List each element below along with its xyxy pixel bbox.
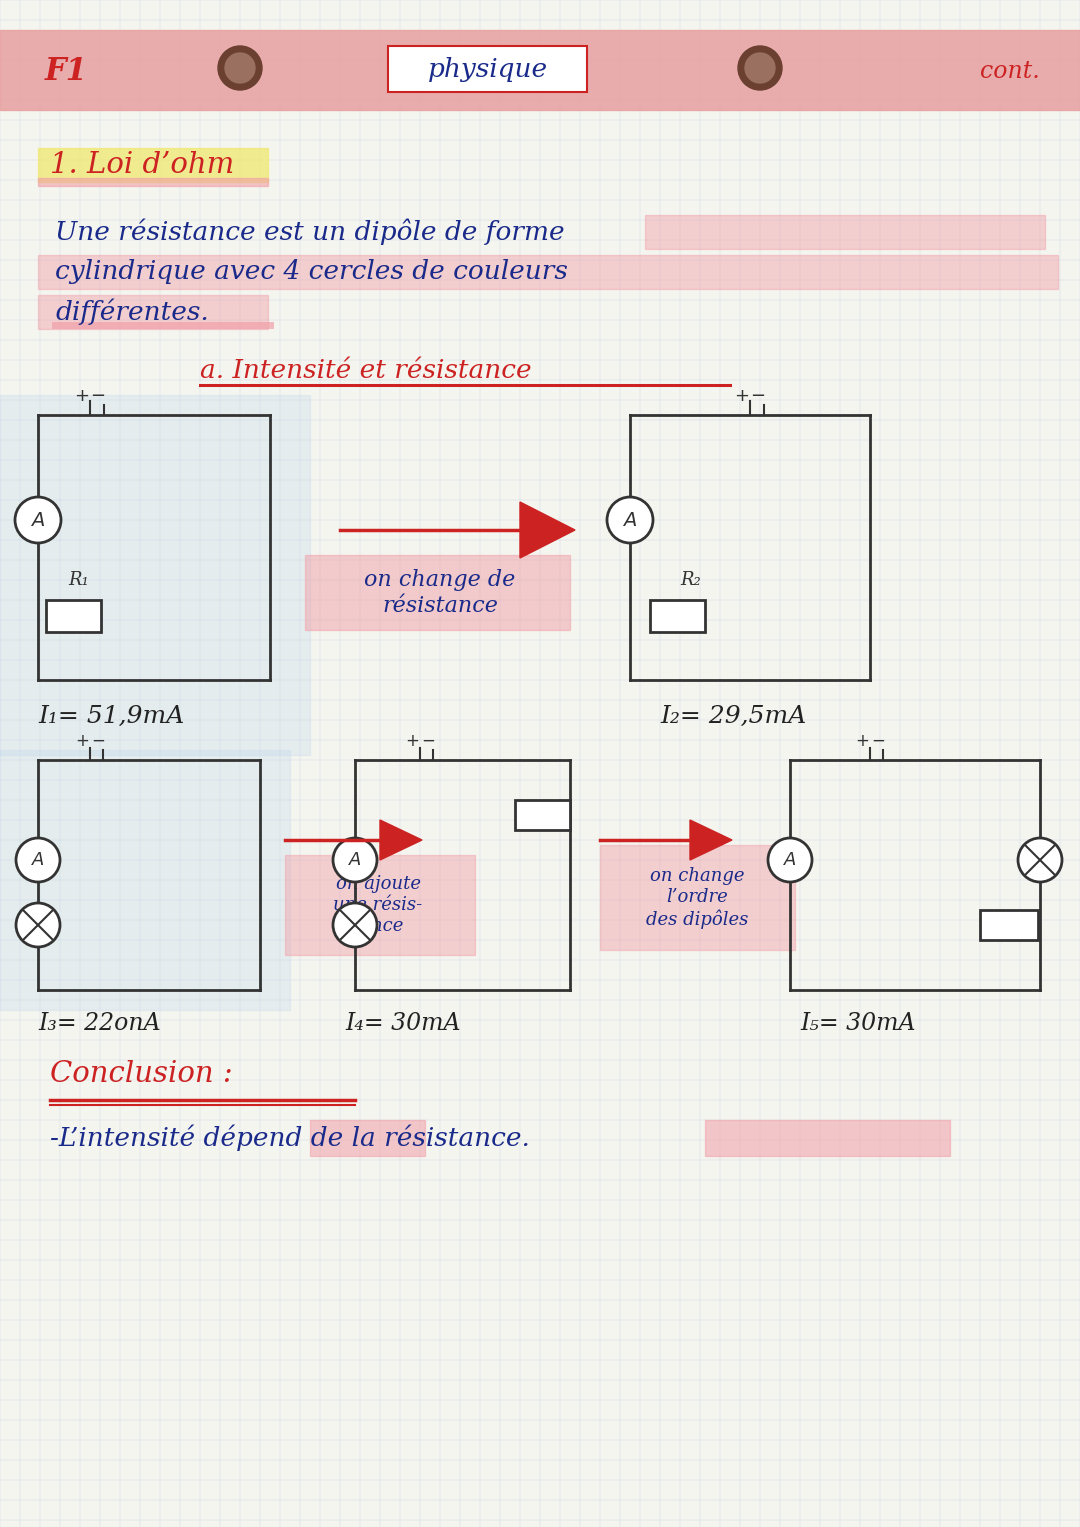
Bar	[515, 800, 570, 831]
Text: I₁= 51,9mA: I₁= 51,9mA	[38, 705, 185, 728]
Text: A: A	[31, 851, 44, 869]
Text: −: −	[872, 731, 885, 750]
Circle shape	[745, 53, 775, 82]
Text: F1: F1	[45, 56, 87, 87]
Circle shape	[225, 53, 255, 82]
Text: I₄= 30mA: I₄= 30mA	[345, 1012, 460, 1035]
Bar	[0, 395, 310, 754]
Text: A: A	[784, 851, 796, 869]
Circle shape	[16, 902, 60, 947]
Circle shape	[738, 46, 782, 90]
Circle shape	[333, 838, 377, 883]
Text: cont.: cont.	[981, 61, 1040, 84]
Text: A: A	[31, 510, 44, 530]
Text: +: +	[76, 731, 89, 750]
Circle shape	[15, 496, 60, 544]
Text: Une résistance est un dipôle de forme: Une résistance est un dipôle de forme	[55, 218, 565, 246]
Text: R₁: R₁	[68, 571, 89, 589]
Circle shape	[768, 838, 812, 883]
Text: physique: physique	[428, 56, 548, 81]
Bar	[600, 844, 795, 950]
Text: I₅= 30mA: I₅= 30mA	[800, 1012, 916, 1035]
Bar	[645, 215, 1045, 249]
Bar	[285, 855, 475, 954]
Circle shape	[1018, 838, 1062, 883]
Bar	[650, 600, 705, 632]
Circle shape	[16, 838, 60, 883]
Bar	[38, 179, 268, 186]
Text: −: −	[91, 386, 106, 405]
Text: cylindrique avec 4 cercles de couleurs: cylindrique avec 4 cercles de couleurs	[55, 260, 568, 284]
Polygon shape	[519, 502, 575, 557]
Text: −: −	[421, 731, 435, 750]
Text: +: +	[75, 386, 90, 405]
Bar	[38, 255, 1058, 289]
Text: −: −	[751, 386, 766, 405]
Text: +: +	[405, 731, 419, 750]
Bar	[705, 1119, 950, 1156]
Text: A: A	[623, 510, 637, 530]
Bar	[310, 1119, 426, 1156]
Text: A: A	[349, 851, 361, 869]
Bar	[38, 148, 268, 182]
FancyBboxPatch shape	[388, 46, 588, 92]
Circle shape	[218, 46, 262, 90]
Bar	[305, 554, 570, 631]
Text: a. Intensité et résistance: a. Intensité et résistance	[200, 357, 531, 382]
Text: +: +	[855, 731, 869, 750]
Circle shape	[333, 902, 377, 947]
Text: R₂: R₂	[680, 571, 701, 589]
Text: 1. Loi d’ohm: 1. Loi d’ohm	[50, 151, 234, 179]
Bar	[0, 31, 1080, 110]
Text: −: −	[91, 731, 105, 750]
Polygon shape	[380, 820, 422, 860]
Text: +: +	[734, 386, 750, 405]
Text: Conclusion :: Conclusion :	[50, 1060, 233, 1089]
Bar	[46, 600, 102, 632]
Circle shape	[607, 496, 653, 544]
Bar	[38, 295, 268, 328]
Text: on change de
résistance: on change de résistance	[364, 570, 515, 617]
Bar	[0, 750, 291, 1009]
Text: I₃= 22onA: I₃= 22onA	[38, 1012, 161, 1035]
Text: I₂= 29,5mA: I₂= 29,5mA	[660, 705, 807, 728]
Text: on ajoute
une résis-
tance: on ajoute une résis- tance	[334, 875, 422, 935]
Bar	[980, 910, 1038, 941]
Text: différentes.: différentes.	[55, 299, 208, 325]
Text: on change
l’ordre
des dipôles: on change l’ordre des dipôles	[646, 867, 748, 928]
Polygon shape	[690, 820, 732, 860]
Text: -L’intensité dépend de la résistance.: -L’intensité dépend de la résistance.	[50, 1125, 530, 1151]
